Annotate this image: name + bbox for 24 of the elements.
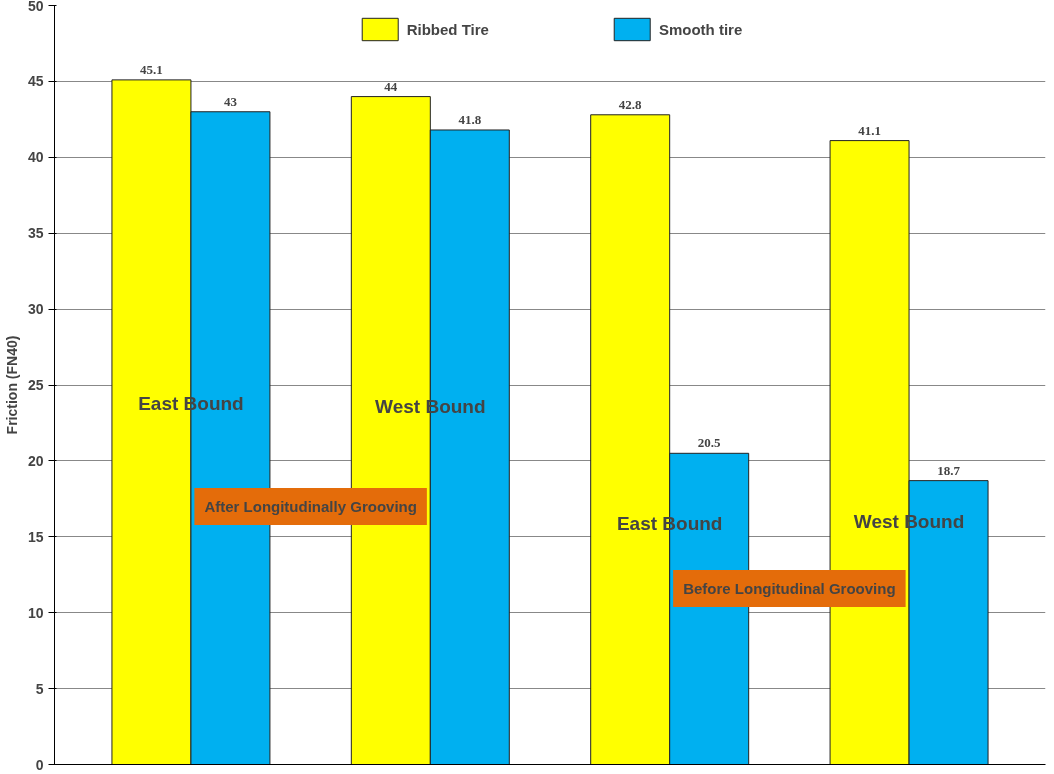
data-label: 44 bbox=[384, 78, 398, 94]
y-tick-label: 30 bbox=[27, 301, 44, 318]
y-tick-label: 35 bbox=[27, 225, 44, 242]
data-label: 20.5 bbox=[697, 435, 722, 451]
annotation: Before Longitudinal Grooving bbox=[683, 579, 896, 597]
y-axis-title: Friction (FN40) bbox=[3, 335, 20, 435]
data-label: 41.8 bbox=[458, 111, 482, 127]
data-label: 41.1 bbox=[858, 122, 881, 138]
annotation: After Longitudinally Grooving bbox=[204, 497, 417, 515]
data-label: 18.7 bbox=[937, 462, 961, 478]
data-label: 42.8 bbox=[618, 96, 643, 112]
y-tick-label: 25 bbox=[27, 377, 44, 393]
y-tick-label: 0 bbox=[35, 756, 44, 773]
y-tick-label: 10 bbox=[27, 604, 44, 621]
y-tick-label: 20 bbox=[27, 452, 44, 469]
y-tick-label: 15 bbox=[27, 528, 44, 545]
y-tick-label: 5 bbox=[35, 680, 44, 697]
y-tick-label: 45 bbox=[27, 73, 44, 90]
legend-label: Smooth tire bbox=[658, 20, 743, 38]
y-tick-label: 40 bbox=[27, 149, 44, 166]
data-label: 45.1 bbox=[140, 61, 163, 77]
y-tick-label: 50 bbox=[27, 0, 44, 14]
data-label: 43 bbox=[223, 93, 238, 109]
legend-label: Ribbed Tire bbox=[406, 20, 489, 38]
